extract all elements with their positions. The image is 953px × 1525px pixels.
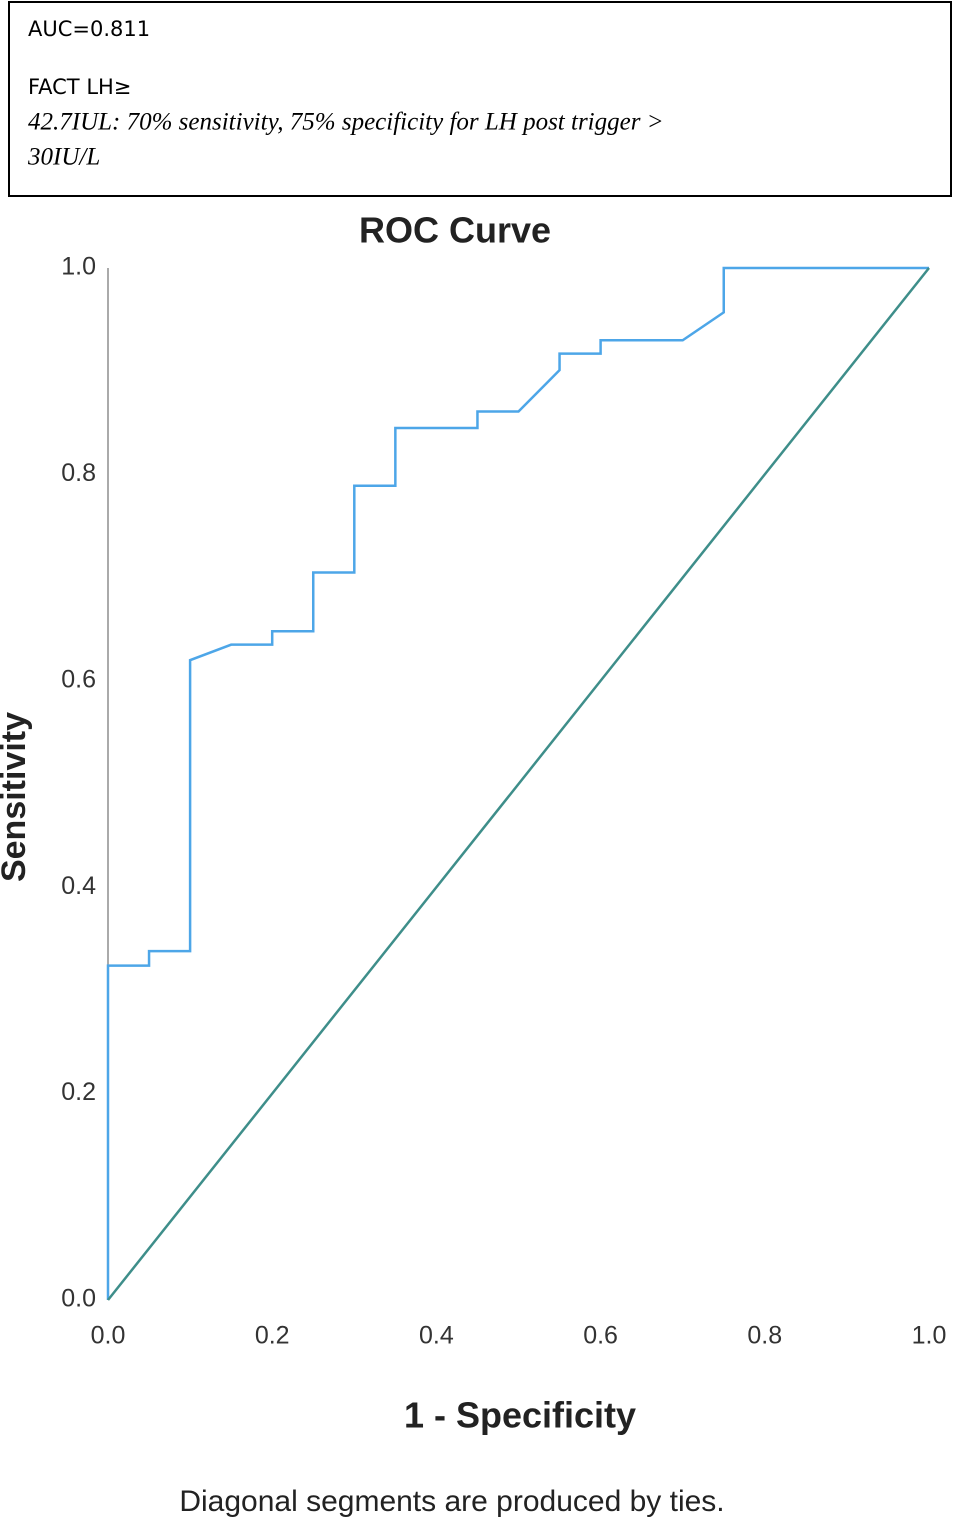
y-tick-label: 0.2	[61, 1078, 96, 1106]
x-tick-label: 1.0	[912, 1322, 947, 1350]
y-tick-label: 0.6	[61, 665, 96, 693]
y-tick-label: 0.8	[61, 459, 96, 487]
data-line	[106, 266, 929, 1300]
annotation: 42.7IUL: 70% sensitivity, 75% specificit…	[28, 109, 664, 136]
x-tick-label: 0.6	[583, 1322, 618, 1350]
x-tick-label: 0.2	[255, 1322, 290, 1350]
y-tick-label: 0.4	[61, 872, 96, 900]
x-tick-label: 0.8	[747, 1322, 782, 1350]
y-axis-label: Sensitivity	[0, 712, 33, 882]
data-line	[107, 267, 930, 1301]
annotation: FACT LH≥	[28, 75, 131, 99]
annotation: 30IU/L	[27, 144, 100, 171]
x-tick-label: 0.0	[91, 1322, 126, 1350]
footnote: Diagonal segments are produced by ties.	[179, 1485, 724, 1518]
annotation-box	[8, 1, 952, 197]
x-tick-label: 0.4	[419, 1322, 454, 1350]
x-axis-label: 1 - Specificity	[404, 1395, 636, 1436]
chart-title: ROC Curve	[359, 210, 551, 251]
y-tick-label: 1.0	[61, 253, 96, 281]
annotation: AUC=0.811	[28, 17, 150, 41]
y-tick-label: 0.0	[61, 1285, 96, 1313]
